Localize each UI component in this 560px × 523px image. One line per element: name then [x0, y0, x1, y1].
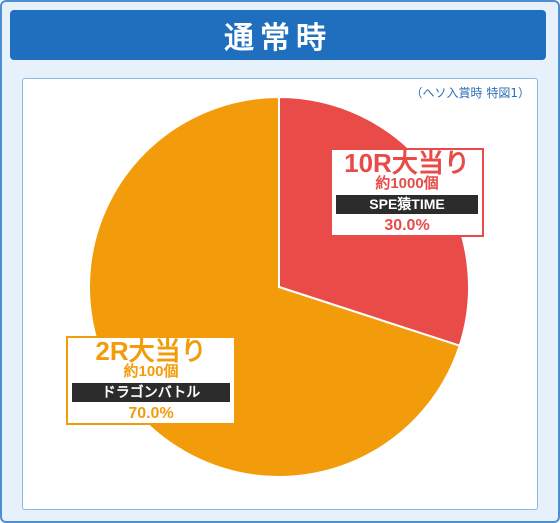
slice-percent: 70.0% — [128, 404, 174, 422]
slice-name: 10R大当り — [344, 148, 470, 178]
slice-label-2r: 2R大当り 約100個 ドラゴンバトル 70.0% — [66, 336, 236, 425]
slice-name: 2R大当り — [95, 336, 207, 366]
chart-title: 通常時 — [224, 21, 332, 56]
slice-count: 約1000個 — [375, 175, 439, 192]
slice-mode: SPE猿TIME — [336, 194, 478, 214]
slice-percent: 30.0% — [384, 216, 430, 234]
slice-label-10r: 10R大当り 約1000個 SPE猿TIME 30.0% — [330, 148, 484, 237]
title-bar: 通常時 — [10, 10, 546, 60]
slice-count: 約100個 — [123, 363, 179, 380]
chart-note: （ヘソ入賞時 特図1） — [410, 86, 530, 100]
slice-mode: ドラゴンバトル — [72, 382, 230, 402]
